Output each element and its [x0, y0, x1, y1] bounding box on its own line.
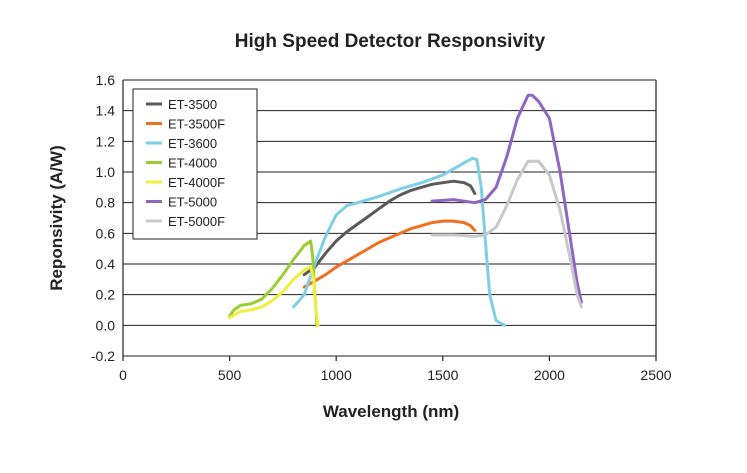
x-tick-label: 1000 — [321, 367, 352, 383]
y-tick-label: 0.2 — [96, 287, 116, 303]
x-tick-label: 500 — [218, 367, 242, 383]
x-tick-label: 2500 — [640, 367, 671, 383]
series-line-et-4000 — [228, 239, 319, 327]
legend-items: ET-3500 ET-3500F ET-3600 ET-4000 ET-4000F ET-… — [146, 97, 225, 229]
y-tick-label: 1.2 — [96, 133, 116, 149]
y-tick-label: 1.0 — [96, 164, 116, 180]
y-tick-label: 0.6 — [96, 225, 116, 241]
legend-label-et-5000f: ET-5000F — [168, 214, 225, 229]
y-tick-label: 1.6 — [96, 72, 116, 88]
chart-title: High Speed Detector Responsivity — [235, 31, 546, 52]
legend: ET-3500 ET-3500F ET-3600 ET-4000 ET-4000F ET-… — [132, 88, 258, 240]
series-line-et-5000 — [430, 93, 583, 304]
y-axis-label: Reponsivity (A/W) — [47, 145, 66, 290]
series-line-et-3500f — [302, 219, 477, 289]
y-tick-label: 0.4 — [96, 256, 116, 272]
x-axis-label: Wavelength (nm) — [323, 402, 459, 421]
y-tick-label: 0.0 — [96, 317, 116, 333]
y-tick-label: 1.4 — [96, 103, 116, 119]
x-tick-label: 0 — [119, 367, 127, 383]
legend-label-et-3500f: ET-3500F — [168, 117, 225, 132]
series-line-et-5000f — [430, 159, 583, 309]
series-line-et-3600 — [292, 156, 507, 327]
series-line-et-3500 — [302, 179, 477, 277]
y-tick-label: 0.8 — [96, 195, 116, 211]
legend-label-et-3500: ET-3500 — [168, 97, 217, 112]
series-layer — [228, 93, 583, 327]
y-tick-label: -0.2 — [91, 348, 115, 364]
series-line-et-4000f — [228, 265, 320, 327]
x-tick-label: 2000 — [534, 367, 565, 383]
legend-label-et-3600: ET-3600 — [168, 136, 217, 151]
legend-label-et-5000: ET-5000 — [168, 195, 217, 210]
legend-label-et-4000: ET-4000 — [168, 156, 217, 171]
x-tick-label: 1500 — [427, 367, 458, 383]
legend-label-et-4000f: ET-4000F — [168, 175, 225, 190]
axis-layer: -0.2 0.0 0.2 0.4 0.6 0.8 1.0 1.2 1.4 1.6 0 500 1000 1… — [91, 72, 672, 383]
